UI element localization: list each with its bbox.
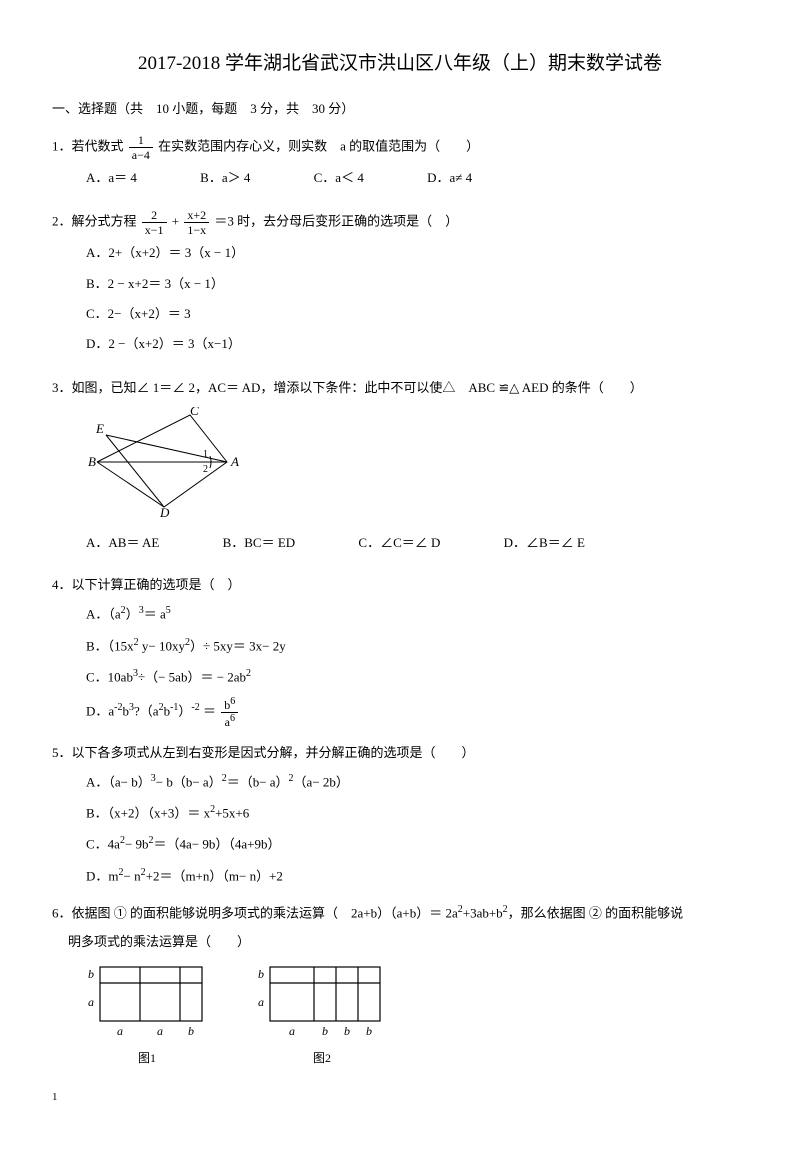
q2-f2d: 1−x <box>184 223 209 236</box>
q5C-b: − 9b <box>125 837 149 852</box>
fig3-label-e: E <box>95 421 104 436</box>
q4D-a: D．a <box>86 703 114 718</box>
q5B-a: B．（x+2）（x+3）＝ x <box>86 805 210 820</box>
fig62-row-a: a <box>258 995 264 1009</box>
q4B-c: ）÷ 5xy＝ 3x− 2y <box>190 638 286 653</box>
q4D-e: ） <box>178 703 191 718</box>
q2-opt-d: D．2 −（x+2）＝ 3（x−1） <box>86 333 386 355</box>
fig61-col-a2: a <box>157 1024 163 1038</box>
q1-opt-d: D．a≠ 4 <box>427 167 472 189</box>
page-number: 1 <box>52 1088 748 1107</box>
q4C-b: ÷（− 5ab）＝ − 2ab <box>138 669 246 684</box>
q5A-b: − b（b− a） <box>156 774 222 789</box>
q1-opt-a: A．a＝ 4 <box>86 167 137 189</box>
fig61-col-a1: a <box>117 1024 123 1038</box>
fig62-col-b1: b <box>322 1024 328 1038</box>
q2-opt-b: B．2 − x+2＝ 3（x − 1） <box>86 273 386 295</box>
fig62-row-b: b <box>258 967 264 981</box>
q1-frac-num: 1 <box>129 134 153 148</box>
q2-text-b: ＝3 时，去分母后变形正确的选项是（ ） <box>214 214 458 229</box>
q4D-frac: b6 a6 <box>221 697 238 728</box>
q2-frac1: 2 x−1 <box>142 209 167 236</box>
q5-opt-b: B．（x+2）（x+3）＝ x2+5x+6 <box>86 801 688 824</box>
fig3-label-2: 2 <box>203 464 208 475</box>
q4C-a: C．10ab <box>86 669 133 684</box>
q4A-b: ） <box>126 607 139 622</box>
question-1: 1．若代数式 1 a−4 在实数范围内存心义，则实数 a 的取值范围为（ ） A… <box>52 134 748 195</box>
q5D-c: +2＝（m+n）（m− n）+2 <box>146 868 283 883</box>
q3-opt-c: C．∠C＝∠ D <box>358 532 440 554</box>
q6-text-b: +3ab+b <box>463 906 503 921</box>
q3-figure: B E C A D 1 2 <box>82 407 748 524</box>
q6-text-a: 6．依据图 ① 的面积能够说明多项式的乘法运算（ 2a+b）（a+b）＝ 2a <box>52 906 458 921</box>
q2-f2n: x+2 <box>184 209 209 223</box>
q5-opt-c: C．4a2− 9b2＝（4a− 9b）（4a+9b） <box>86 832 688 855</box>
q6-text-c: ，那么依据图 ② 的面积能够说 <box>508 906 684 921</box>
q2-f1n: 2 <box>142 209 167 223</box>
q5B-b: +5x+6 <box>215 805 249 820</box>
q1-opt-c: C．a＜ 4 <box>314 167 364 189</box>
fig61-label: 图1 <box>82 1048 212 1068</box>
q5-text: 5．以下各多项式从左到右变形是因式分解，并分解正确的选项是（ ） <box>52 742 748 764</box>
q4-opt-b: B．（15x2 y− 10xy2）÷ 5xy＝ 3x− 2y <box>86 634 688 657</box>
q4B-a: B．（15x <box>86 638 134 653</box>
question-5: 5．以下各多项式从左到右变形是因式分解，并分解正确的选项是（ ） A．（a− b… <box>52 742 748 888</box>
q2-f1d: x−1 <box>142 223 167 236</box>
q2-plus: + <box>172 214 179 229</box>
fig3-label-d: D <box>159 505 170 517</box>
question-4: 4．以下计算正确的选项是（ ） A．（a2）3＝ a5 B．（15x2 y− 1… <box>52 574 748 727</box>
q5A-c: ＝（b− a） <box>227 774 289 789</box>
q2-text-a: 2．解分式方程 <box>52 214 140 229</box>
q4B-b: y− 10xy <box>139 638 185 653</box>
q1-text-b: 在实数范围内存心义，则实数 a 的取值范围为（ ） <box>158 139 479 154</box>
q6-figure1: b a a a b 图1 <box>82 961 212 1068</box>
q5C-c: ＝（4a− 9b）（4a+9b） <box>154 837 281 852</box>
q5D-a: D．m <box>86 868 119 883</box>
section-heading: 一、选择题（共 10 小题，每题 3 分，共 30 分） <box>52 98 748 120</box>
q6-text2: 明多项式的乘法运算是（ ） <box>52 931 748 953</box>
q2-opt-c: C．2−（x+2）＝ 3 <box>86 303 386 325</box>
fig61-row-a: a <box>88 995 94 1009</box>
fig62-col-b2: b <box>344 1024 350 1038</box>
q5A-d: （a− 2b） <box>294 774 349 789</box>
q1-frac-den: a−4 <box>129 148 153 161</box>
q4A-a: A．（a <box>86 607 121 622</box>
q3-text: 3．如图，已知∠ 1＝∠ 2，AC＝ AD，增添以下条件：此中不可以使△ ABC… <box>52 377 748 399</box>
q5-opt-a: A．（a− b）3− b（b− a）2＝（b− a）2（a− 2b） <box>86 770 688 793</box>
fig3-label-b: B <box>88 454 96 469</box>
q6-figure2: b a a b b b 图2 <box>252 961 392 1068</box>
q2-opt-a: A．2+（x+2）＝ 3（x − 1） <box>86 242 386 264</box>
q1-opt-b: B．a＞ 4 <box>200 167 250 189</box>
q2-frac2: x+2 1−x <box>184 209 209 236</box>
q1-text-a: 1．若代数式 <box>52 139 127 154</box>
fig61-row-b: b <box>88 967 94 981</box>
fig62-col-a: a <box>289 1024 295 1038</box>
question-2: 2．解分式方程 2 x−1 + x+2 1−x ＝3 时，去分母后变形正确的选项… <box>52 209 748 362</box>
q1-fraction: 1 a−4 <box>129 134 153 161</box>
fig62-col-b3: b <box>366 1024 372 1038</box>
fig62-label: 图2 <box>252 1048 392 1068</box>
fig3-label-1: 1 <box>203 449 208 460</box>
fig3-label-c: C <box>190 407 199 418</box>
q4-opt-a: A．（a2）3＝ a5 <box>86 602 688 625</box>
q3-opt-d: D．∠B＝∠ E <box>504 532 585 554</box>
q5-opt-d: D．m2− n2+2＝（m+n）（m− n）+2 <box>86 864 688 887</box>
question-3: 3．如图，已知∠ 1＝∠ 2，AC＝ AD，增添以下条件：此中不可以使△ ABC… <box>52 377 748 560</box>
q5A-a: A．（a− b） <box>86 774 151 789</box>
q4-opt-d: D．a-2b3?（a2b-1）-2 ＝ b6 a6 <box>86 697 688 728</box>
q4D-eq: ＝ <box>203 703 216 718</box>
q3-opt-a: A．AB＝ AE <box>86 532 159 554</box>
q4D-c: ?（a <box>134 703 159 718</box>
page-title: 2017-2018 学年湖北省武汉市洪山区八年级（上）期末数学试卷 <box>52 48 748 80</box>
fig3-label-a: A <box>230 454 239 469</box>
q3-opt-b: B．BC＝ ED <box>223 532 296 554</box>
q5C-a: C．4a <box>86 837 120 852</box>
q4A-c: ＝ a <box>144 607 166 622</box>
q4-opt-c: C．10ab3÷（− 5ab）＝ − 2ab2 <box>86 665 688 688</box>
q4-text: 4．以下计算正确的选项是（ ） <box>52 574 748 596</box>
q5D-b: − n <box>124 868 141 883</box>
question-6: 6．依据图 ① 的面积能够说明多项式的乘法运算（ 2a+b）（a+b）＝ 2a2… <box>52 901 748 1068</box>
fig61-col-b: b <box>188 1024 194 1038</box>
